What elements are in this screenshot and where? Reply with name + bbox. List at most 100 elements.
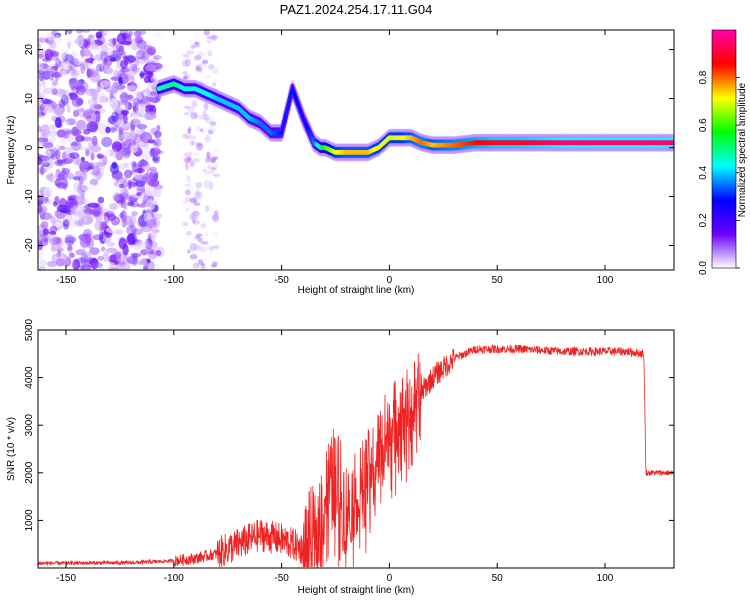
noise-blob — [185, 207, 191, 212]
noise-blob — [202, 110, 206, 116]
noise-blob — [67, 223, 76, 230]
noise-blob — [210, 264, 217, 268]
ridge-core — [284, 112, 288, 118]
noise-blob — [198, 63, 203, 71]
noise-blob — [61, 128, 71, 139]
noise-blob — [152, 156, 159, 162]
noise-blob — [45, 109, 57, 116]
noise-blob — [195, 182, 202, 189]
noise-blob — [90, 262, 103, 269]
noise-blob — [83, 208, 95, 214]
noise-blob — [146, 48, 156, 56]
noise-blob — [104, 212, 110, 217]
noise-blob — [187, 249, 191, 254]
noise-blob — [196, 66, 202, 73]
x-tick-label: 50 — [492, 573, 504, 584]
noise-blob — [135, 180, 146, 188]
noise-blob — [153, 31, 164, 38]
noise-blob — [189, 254, 198, 260]
noise-blob — [148, 58, 156, 63]
noise-blob — [144, 111, 157, 120]
noise-blob — [46, 261, 58, 267]
noise-blob — [70, 140, 82, 152]
noise-blob — [196, 233, 203, 237]
noise-blob — [192, 219, 196, 224]
noise-blob — [39, 212, 52, 220]
noise-blob — [212, 82, 217, 87]
noise-blob — [182, 53, 189, 58]
noise-blob — [122, 121, 130, 131]
noise-blob — [211, 67, 219, 74]
noise-blob — [120, 109, 130, 116]
noise-blob — [38, 37, 49, 43]
noise-blob — [80, 63, 85, 74]
noise-blob — [72, 258, 80, 270]
noise-blob — [65, 129, 73, 135]
noise-blob — [54, 70, 60, 81]
noise-blob — [117, 122, 129, 128]
noise-blob — [107, 48, 113, 56]
noise-blob — [152, 154, 161, 164]
noise-blob — [186, 135, 190, 140]
noise-blob — [118, 46, 125, 56]
noise-blob — [109, 163, 120, 175]
noise-blob — [49, 225, 58, 233]
noise-blob — [48, 68, 56, 75]
noise-blob — [64, 220, 75, 225]
noise-blob — [38, 167, 48, 174]
noise-blob — [125, 85, 137, 91]
noise-blob — [64, 234, 75, 247]
noise-blob — [194, 54, 202, 61]
noise-blob — [111, 171, 123, 179]
noise-blob — [145, 219, 158, 229]
noise-blob — [91, 135, 98, 146]
noise-blob — [193, 243, 200, 250]
noise-blob — [129, 115, 142, 126]
noise-blob — [108, 54, 119, 60]
noise-blob — [126, 55, 137, 63]
noise-blob — [190, 159, 194, 166]
noise-blob — [39, 72, 45, 82]
noise-blob — [77, 257, 87, 263]
noise-blob — [38, 49, 48, 58]
noise-blob — [38, 111, 46, 117]
ridge-core — [281, 125, 285, 131]
noise-blob — [195, 188, 201, 196]
x-tick-label: 0 — [387, 275, 393, 286]
noise-blob — [203, 30, 210, 36]
noise-blob — [96, 61, 104, 68]
noise-blob — [128, 30, 133, 37]
noise-blob — [68, 189, 78, 196]
noise-blob — [133, 90, 143, 96]
noise-blob — [89, 178, 99, 186]
noise-blob — [137, 124, 148, 130]
noise-blob — [67, 64, 73, 72]
noise-blob — [66, 104, 71, 113]
noise-blob — [197, 237, 203, 243]
noise-blob — [83, 228, 93, 239]
noise-blob — [103, 30, 110, 34]
noise-blob — [122, 254, 128, 266]
noise-blob — [131, 228, 144, 235]
noise-blob — [61, 255, 72, 267]
noise-blob — [143, 265, 148, 270]
noise-blob — [61, 52, 69, 62]
noise-blob — [129, 214, 137, 227]
noise-blob — [117, 51, 126, 56]
noise-blob — [90, 36, 95, 48]
noise-blob — [194, 235, 200, 240]
noise-blob — [62, 131, 69, 139]
noise-blob — [80, 190, 86, 197]
noise-blob — [54, 178, 63, 187]
noise-blob — [54, 88, 66, 97]
noise-blob — [55, 148, 61, 161]
noise-blob — [120, 67, 127, 74]
noise-blob — [67, 152, 75, 163]
noise-blob — [208, 156, 216, 163]
noise-blob — [88, 68, 94, 78]
noise-blob — [91, 113, 101, 122]
colorbar-tick-label: 0.0 — [698, 261, 709, 275]
noise-blob — [203, 181, 211, 189]
noise-blob — [186, 174, 191, 183]
noise-blob — [188, 126, 192, 132]
